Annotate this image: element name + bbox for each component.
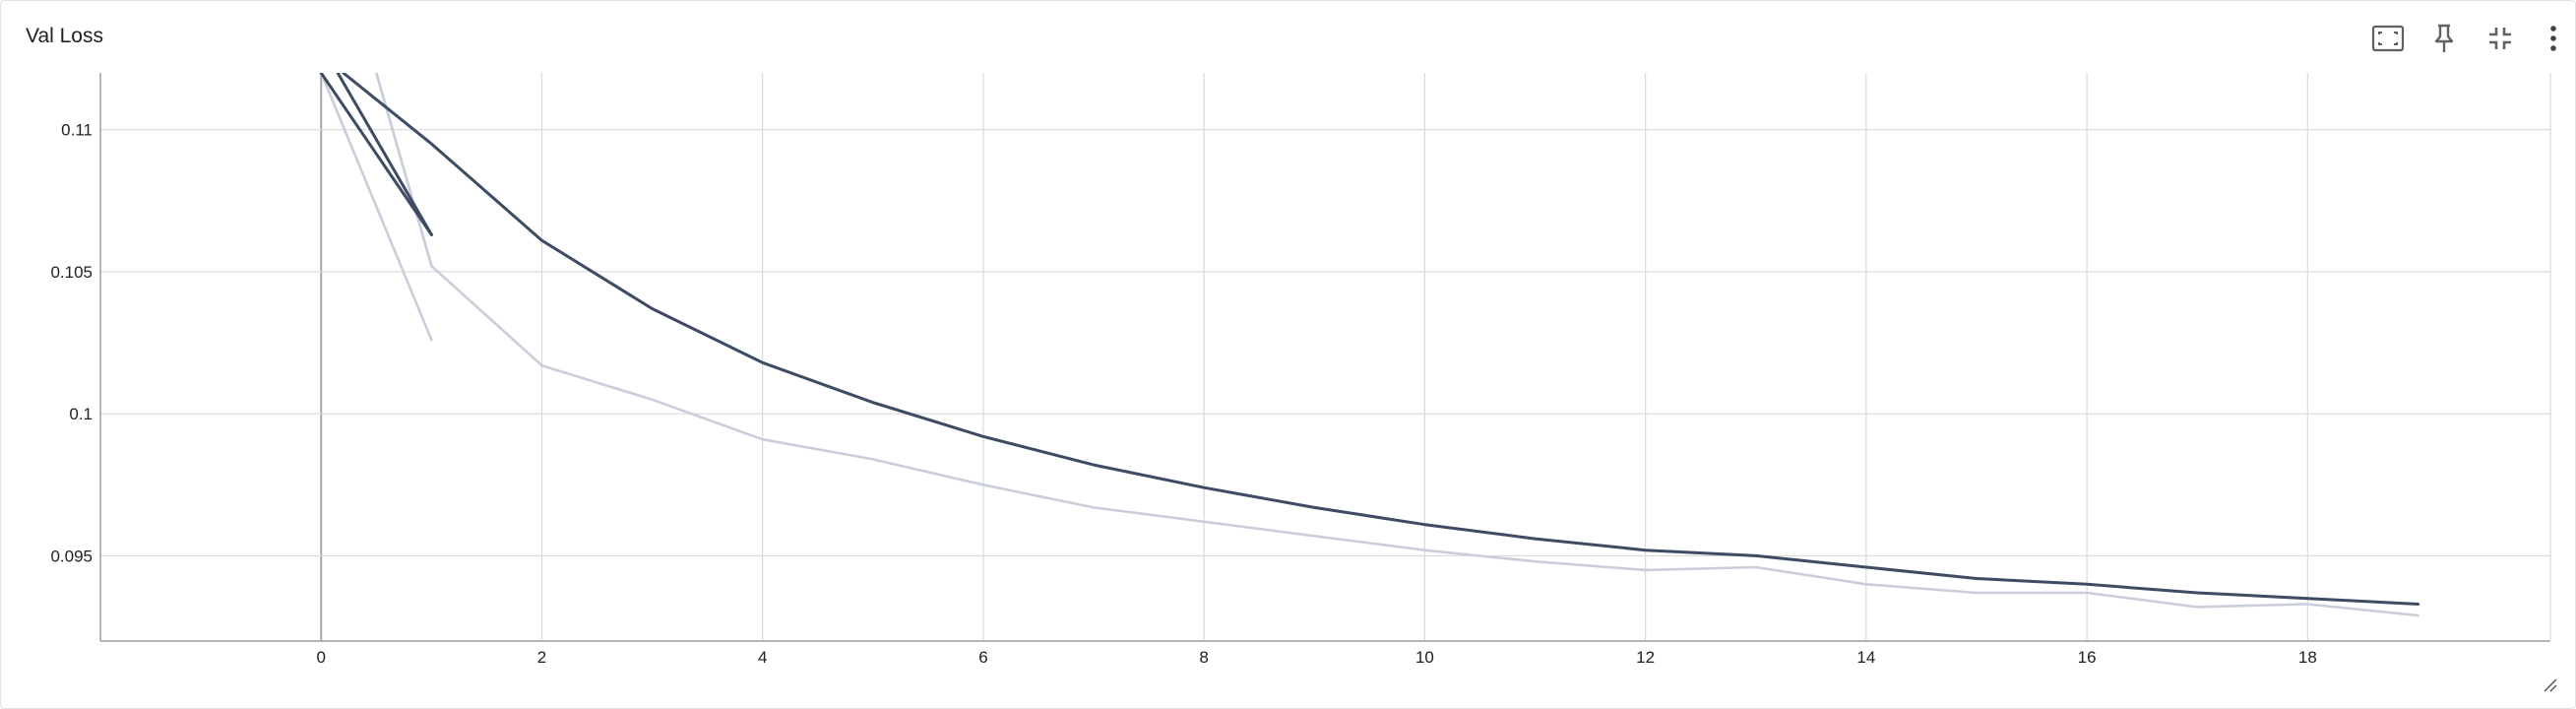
x-tick-label: 0 [316,648,325,667]
more-vert-icon [2550,26,2556,51]
x-tick-label: 6 [978,648,987,667]
collapse-icon [2489,28,2511,49]
x-tick-label: 18 [2298,648,2317,667]
x-tick-label: 8 [1199,648,1208,667]
collapse-button[interactable] [2481,19,2520,58]
series-line-dark [336,73,433,236]
x-tick-label: 2 [537,648,546,667]
chart-title: Val Loss [26,25,103,47]
x-tick-label: 12 [1636,648,1655,667]
series-line-light [374,73,2419,617]
pin-icon [2434,24,2454,52]
y-tick-label: 0.11 [61,121,93,140]
fit-screen-icon [2371,25,2405,52]
y-tick-label: 0.105 [50,263,93,282]
series-line-dark [319,73,433,236]
fit-domain-button[interactable] [2368,19,2408,58]
x-tick-label: 10 [1415,648,1434,667]
resize-handle-icon[interactable] [2544,678,2557,692]
x-tick-label: 4 [758,648,767,667]
more-options-button[interactable] [2534,19,2573,58]
series-line-light [319,73,433,342]
x-tick-label: 16 [2078,648,2097,667]
pin-button[interactable] [2424,19,2464,58]
x-tick-label: 14 [1856,648,1875,667]
series-line-dark [342,73,2419,606]
y-tick-label: 0.095 [50,547,93,565]
y-tick-label: 0.1 [69,405,93,423]
